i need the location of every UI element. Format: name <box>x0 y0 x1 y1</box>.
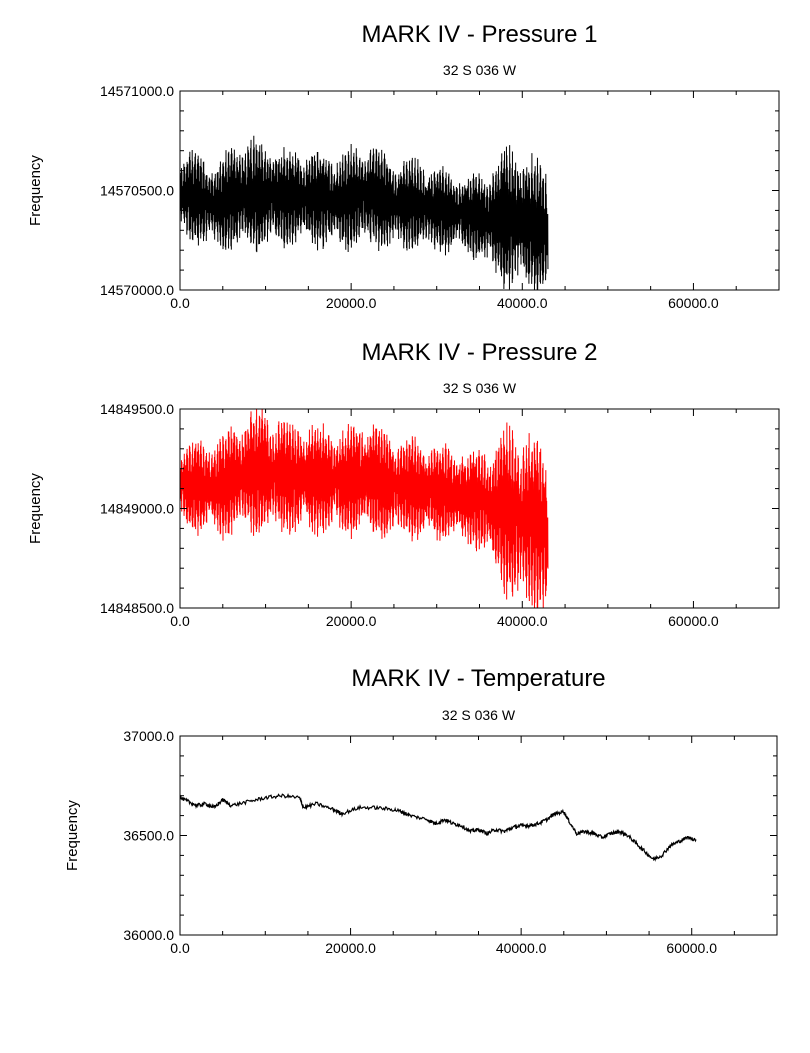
data-series <box>180 409 549 608</box>
y-axis-label: Frequency <box>27 473 44 544</box>
x-tick-label: 20000.0 <box>326 295 377 311</box>
y-tick-label: 14848500.0 <box>100 600 174 616</box>
data-line <box>180 792 697 862</box>
data-line <box>180 135 549 290</box>
chart-title: MARK IV - Pressure 2 <box>361 339 597 366</box>
x-tick-label: 0.0 <box>170 613 190 629</box>
y-axis-label: Frequency <box>64 800 81 871</box>
x-tick-label: 20000.0 <box>325 940 376 956</box>
chart-title: MARK IV - Pressure 1 <box>361 21 597 48</box>
chart-subtitle: 32 S 036 W <box>442 707 516 723</box>
x-tick-label: 40000.0 <box>496 940 547 956</box>
x-tick-label: 40000.0 <box>497 295 548 311</box>
chart-panel-1: MARK IV - Pressure 1 32 S 036 W Frequency 0… <box>27 21 780 311</box>
chart-subtitle: 32 S 036 W <box>443 62 517 78</box>
data-series <box>180 792 697 862</box>
chart-panel-3: MARK IV - Temperature 32 S 036 W Frequency… <box>64 665 778 956</box>
y-tick-label: 14570500.0 <box>100 183 174 199</box>
x-tick-label: 60000.0 <box>668 613 719 629</box>
x-tick-label: 0.0 <box>170 940 190 956</box>
chart-panel-2: MARK IV - Pressure 2 32 S 036 W Frequency 0… <box>27 339 780 629</box>
data-line <box>180 409 549 608</box>
y-tick-label: 36500.0 <box>123 828 174 844</box>
x-tick-label: 60000.0 <box>668 295 719 311</box>
chart-subtitle: 32 S 036 W <box>443 380 517 396</box>
plot-frame <box>179 735 778 936</box>
y-tick-label: 14849000.0 <box>100 501 174 517</box>
y-tick-label: 37000.0 <box>123 728 174 744</box>
data-series <box>180 135 549 290</box>
y-tick-label: 14571000.0 <box>100 83 174 99</box>
x-tick-label: 40000.0 <box>497 613 548 629</box>
y-tick-label: 14570000.0 <box>100 282 174 298</box>
x-tick-label: 60000.0 <box>666 940 717 956</box>
x-tick-label: 0.0 <box>170 295 190 311</box>
chart-title: MARK IV - Temperature <box>351 665 605 692</box>
y-axis-label: Frequency <box>27 155 44 226</box>
y-tick-label: 14849500.0 <box>100 401 174 417</box>
y-tick-label: 36000.0 <box>123 927 174 943</box>
x-tick-label: 20000.0 <box>326 613 377 629</box>
